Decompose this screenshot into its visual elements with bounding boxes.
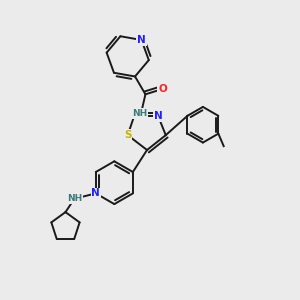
Text: NH: NH: [132, 109, 147, 118]
Text: NH: NH: [67, 194, 82, 203]
Text: N: N: [137, 35, 146, 45]
Text: N: N: [92, 188, 100, 198]
Text: O: O: [158, 84, 167, 94]
Text: N: N: [154, 111, 162, 121]
Text: S: S: [124, 130, 131, 140]
